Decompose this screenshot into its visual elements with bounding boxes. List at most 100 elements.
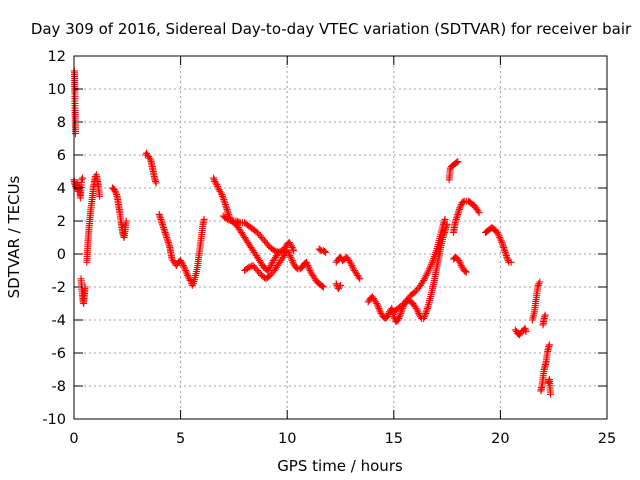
data-series [537, 341, 553, 395]
data-series [70, 67, 79, 138]
data-point [284, 248, 292, 256]
data-point [332, 280, 340, 288]
data-point [79, 174, 86, 182]
data-point [286, 252, 294, 260]
data-point [288, 243, 296, 251]
data-point [305, 265, 313, 273]
data-series [141, 149, 160, 187]
data-point [396, 313, 403, 321]
data-point [420, 313, 428, 321]
data-point [266, 263, 274, 271]
data-point [395, 314, 403, 322]
data-point [347, 260, 355, 268]
data-point [456, 204, 464, 212]
data-point [421, 273, 429, 281]
data-point [122, 217, 130, 225]
data-series [219, 212, 298, 256]
data-point [217, 189, 225, 197]
data-series [315, 245, 330, 256]
data-point [164, 238, 172, 246]
data-point [522, 328, 530, 336]
data-point [535, 280, 543, 288]
data-series [539, 311, 549, 329]
data-point [163, 234, 171, 241]
data-point [457, 202, 465, 210]
data-point [218, 191, 226, 199]
axis-ticks: -10 -8 -6 -4 -2 0 2 4 6 8 10 12 0 5 10 15 20 25 [42, 49, 616, 447]
y-tick-label: -2 [52, 280, 66, 296]
data-point [494, 230, 502, 238]
y-tick-label: -10 [42, 412, 66, 428]
data-point [78, 176, 85, 184]
data-point [335, 283, 343, 291]
data-point [462, 268, 470, 276]
y-tick-label: 12 [48, 49, 66, 65]
data-point [455, 207, 463, 215]
x-axis-label: GPS time / hours [277, 457, 403, 475]
data-point [503, 253, 511, 261]
data-point [321, 248, 328, 255]
data-series [528, 278, 544, 324]
data-point [420, 314, 428, 322]
data-point [179, 262, 187, 270]
data-point [288, 242, 295, 250]
data-point [495, 232, 503, 240]
plot-frame [73, 55, 608, 420]
data-point [439, 222, 447, 230]
data-point [421, 311, 429, 319]
data-point [457, 260, 465, 268]
data-point [398, 301, 406, 309]
data-point [288, 255, 295, 263]
data-point [251, 263, 258, 271]
data-point [374, 303, 382, 311]
data-point [422, 271, 430, 279]
data-point [496, 234, 504, 241]
data-point [497, 237, 505, 245]
data-point [452, 217, 460, 225]
data-point [423, 270, 431, 278]
data-series [108, 184, 130, 241]
data-series [155, 210, 208, 289]
data-series [77, 275, 89, 307]
data-point [179, 260, 187, 268]
data-point [500, 245, 508, 253]
data-point [285, 250, 293, 258]
data-point [400, 300, 408, 307]
data-point [459, 198, 467, 206]
data-point [184, 271, 192, 279]
y-tick-label: 4 [57, 181, 66, 197]
x-tick-label: 15 [385, 431, 403, 447]
data-point [182, 268, 190, 276]
data-point [219, 192, 226, 200]
data-series [332, 253, 364, 283]
data-point [414, 308, 422, 316]
data-point [259, 235, 267, 243]
data-point [375, 304, 383, 312]
data-point [186, 276, 194, 284]
data-point [397, 309, 405, 317]
y-tick-label: 2 [57, 214, 66, 230]
data-point [152, 177, 159, 185]
data-point [461, 267, 469, 275]
data-point [376, 306, 384, 314]
data-point [440, 217, 448, 225]
data-point [534, 281, 542, 289]
x-tick-label: 25 [598, 431, 616, 447]
data-point [521, 324, 529, 332]
data-point [456, 258, 464, 266]
data-point [183, 270, 191, 278]
data-point [421, 275, 428, 283]
data-point [541, 364, 549, 372]
data-series [390, 215, 449, 316]
data-point [188, 281, 196, 289]
data-point [475, 209, 483, 217]
data-point [72, 130, 79, 138]
y-tick-label: -8 [52, 379, 66, 395]
data-point [267, 262, 275, 270]
data-point [252, 265, 260, 273]
data-point [453, 212, 461, 220]
data-point [232, 217, 240, 225]
x-tick-label: 20 [491, 431, 509, 447]
data-point [258, 234, 266, 241]
data-point [536, 278, 544, 286]
